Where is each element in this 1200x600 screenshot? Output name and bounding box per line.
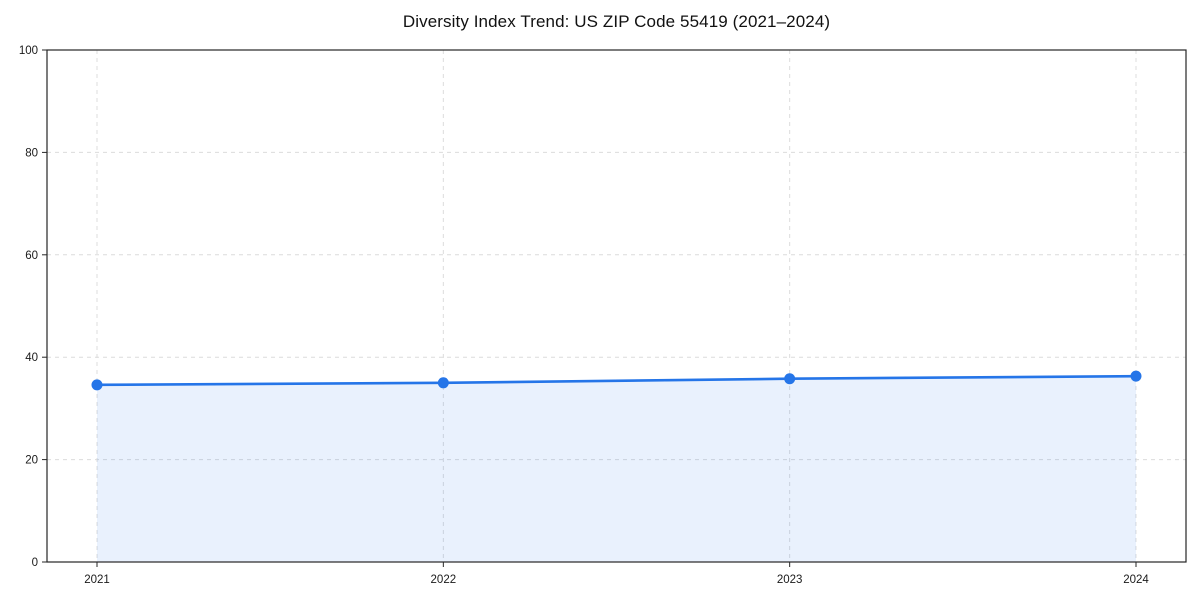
x-axis-tick-label: 2022 bbox=[431, 574, 457, 586]
chart-title: Diversity Index Trend: US ZIP Code 55419… bbox=[402, 12, 831, 31]
y-axis-tick-label: 100 bbox=[19, 45, 38, 57]
y-axis-tick-label: 80 bbox=[25, 147, 38, 159]
area-fill bbox=[97, 376, 1136, 562]
data-point-marker bbox=[1130, 370, 1142, 382]
y-axis-tick-label: 0 bbox=[32, 557, 38, 569]
x-axis-tick-label: 2024 bbox=[1123, 574, 1149, 586]
data-point-marker bbox=[437, 377, 449, 389]
x-axis-tick-label: 2023 bbox=[777, 574, 803, 586]
data-point-marker bbox=[784, 373, 796, 385]
x-axis-tick-label: 2021 bbox=[84, 574, 110, 586]
trend-line bbox=[95, 374, 1138, 387]
data-point-marker bbox=[91, 379, 103, 391]
y-axis-tick-label: 40 bbox=[25, 352, 38, 364]
y-axis-tick-label: 20 bbox=[25, 455, 38, 467]
y-axis-tick-label: 60 bbox=[25, 250, 38, 262]
plot-frame bbox=[46, 49, 1187, 563]
